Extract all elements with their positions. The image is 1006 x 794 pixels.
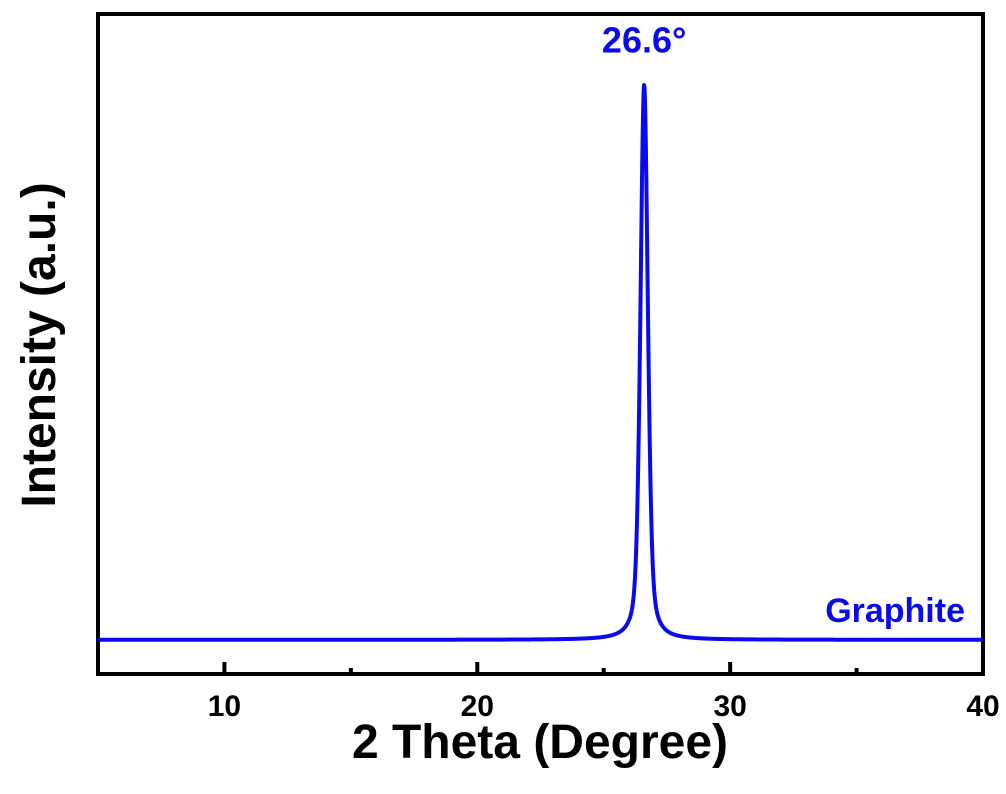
x-tick-label: 10 <box>208 690 241 723</box>
series-label-graphite: Graphite <box>825 592 965 630</box>
x-tick-label: 30 <box>713 690 746 723</box>
y-axis-title: Intensity (a.u.) <box>13 182 66 507</box>
x-tick-label: 20 <box>461 690 494 723</box>
x-tick-label: 40 <box>966 690 999 723</box>
x-axis: 10 20 30 40 <box>208 662 1000 723</box>
series-line-graphite <box>96 83 985 642</box>
peak-annotation: 26.6° <box>602 20 686 61</box>
plot-area: Graphite 26.6° <box>96 12 985 676</box>
x-axis-title: 2 Theta (Degree) <box>352 716 728 769</box>
plot-frame <box>96 12 985 676</box>
